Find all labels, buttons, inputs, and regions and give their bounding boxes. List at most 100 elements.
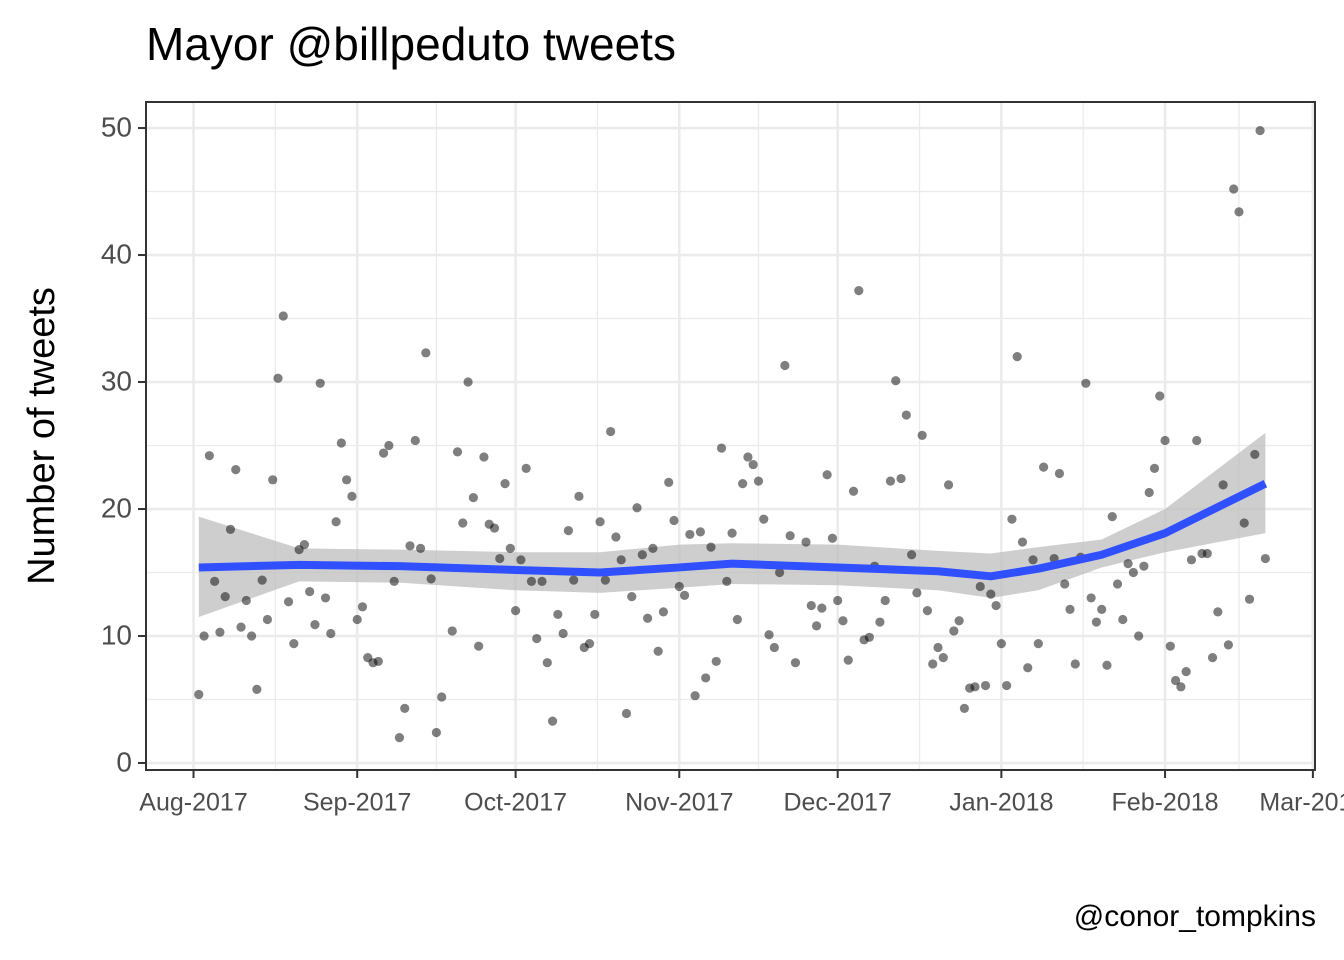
point <box>848 486 859 496</box>
point <box>1012 352 1022 362</box>
point <box>864 632 874 642</box>
point <box>231 465 241 475</box>
point <box>901 410 911 420</box>
point <box>1128 567 1138 578</box>
point <box>1260 553 1270 564</box>
point <box>1244 594 1255 604</box>
point <box>674 581 684 592</box>
point <box>495 553 505 564</box>
point <box>489 523 500 533</box>
point <box>907 550 917 560</box>
point <box>764 630 774 640</box>
point <box>843 655 853 665</box>
point <box>611 532 621 542</box>
x-tick-label: Jan-2018 <box>949 789 1053 817</box>
point <box>827 533 838 543</box>
point <box>563 526 574 536</box>
x-tick-label: Aug-2017 <box>139 789 247 817</box>
point <box>590 609 600 620</box>
point <box>970 682 980 692</box>
point <box>1134 631 1144 641</box>
point <box>922 606 933 616</box>
point <box>400 703 410 714</box>
point <box>817 603 827 613</box>
point <box>1160 435 1170 446</box>
point <box>537 576 547 587</box>
y-tick-label: 10 <box>101 619 132 650</box>
point <box>1213 607 1223 617</box>
smooth-line <box>198 480 1268 581</box>
point <box>542 658 552 668</box>
point <box>780 360 790 371</box>
point <box>1065 604 1075 614</box>
point <box>1023 663 1033 673</box>
point <box>305 586 315 597</box>
point <box>759 514 769 524</box>
point <box>880 595 890 606</box>
point <box>938 653 948 663</box>
point <box>1091 617 1102 627</box>
point <box>1033 639 1043 649</box>
point <box>505 543 515 553</box>
chart-title: Mayor @billpeduto tweets <box>146 18 676 70</box>
point <box>1165 641 1175 651</box>
point <box>421 348 431 358</box>
point <box>679 590 690 600</box>
x-tick-label: Dec-2017 <box>783 789 891 817</box>
x-tick-label: Oct-2017 <box>464 789 567 817</box>
point <box>616 555 626 565</box>
point <box>1149 463 1160 473</box>
point <box>273 373 283 383</box>
point <box>437 692 447 702</box>
point <box>1176 682 1186 692</box>
point <box>1218 480 1228 490</box>
point <box>516 555 526 565</box>
point <box>384 440 394 451</box>
point <box>225 524 236 534</box>
point <box>194 689 204 700</box>
point <box>627 592 637 602</box>
point <box>727 528 737 538</box>
point <box>1081 378 1091 388</box>
point <box>553 609 563 620</box>
point <box>547 716 558 726</box>
point <box>769 642 779 653</box>
point <box>695 527 706 537</box>
y-axis-label: Number of tweets <box>21 287 63 585</box>
point <box>1118 614 1128 625</box>
point <box>743 452 753 462</box>
point <box>241 595 251 606</box>
point <box>748 459 758 470</box>
point <box>653 646 663 656</box>
point <box>775 567 785 578</box>
point <box>1234 207 1244 217</box>
point <box>336 438 346 448</box>
x-tick-label: Nov-2017 <box>625 789 733 817</box>
point <box>1229 184 1239 194</box>
point <box>912 588 922 598</box>
point <box>648 543 658 553</box>
point <box>606 426 616 437</box>
point <box>875 617 885 627</box>
point <box>500 479 510 489</box>
point <box>854 285 864 296</box>
point <box>310 619 320 630</box>
x-tick-label: Sep-2017 <box>303 789 411 817</box>
y-tick-label: 20 <box>101 492 132 523</box>
point <box>347 491 357 501</box>
point <box>431 727 442 738</box>
point <box>986 589 996 599</box>
point <box>463 377 473 387</box>
point <box>474 641 484 651</box>
point <box>521 463 531 473</box>
point <box>389 576 399 587</box>
point <box>1171 675 1181 686</box>
point <box>806 600 816 611</box>
point <box>732 614 742 625</box>
y-tick-label: 40 <box>101 238 132 269</box>
point <box>204 451 214 461</box>
point <box>394 733 405 743</box>
point <box>1060 579 1070 589</box>
point <box>268 475 278 485</box>
